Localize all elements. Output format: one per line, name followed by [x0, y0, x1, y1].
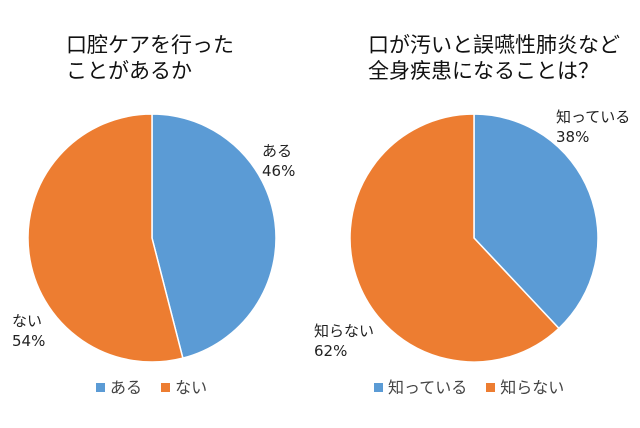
chart-1-slice-2-value-label: 54% [12, 332, 45, 350]
legend-swatch-shiranai [486, 383, 495, 392]
legend-swatch-aru [96, 383, 105, 392]
chart-2-legend: 知っている 知らない [374, 374, 578, 398]
legend-item-shitteiru: 知っている [374, 378, 467, 397]
chart-1-slice-1-value-label: 46% [262, 162, 295, 180]
chart-2-slice-2-category-label: 知らない [314, 322, 374, 340]
legend-swatch-shitteiru [374, 383, 383, 392]
chart-2-slice-2-value-label: 62% [314, 342, 347, 360]
chart-1-legend: ある ない [96, 374, 221, 398]
chart-2-slice-1-category-label: 知っている [556, 108, 630, 126]
legend-label-shitteiru: 知っている [388, 378, 467, 397]
chart-2-slice-1-value-label: 38% [556, 128, 589, 146]
legend-label-aru: ある [110, 378, 142, 397]
chart-1-slice-1-category-label: ある [262, 142, 292, 160]
legend-label-shiranai: 知らない [500, 378, 564, 397]
legend-item-nai: ない [161, 378, 207, 397]
chart-1-slice-2-category-label: ない [12, 312, 42, 330]
legend-swatch-nai [161, 383, 170, 392]
legend-item-aru: ある [96, 378, 142, 397]
legend-label-nai: ない [175, 378, 207, 397]
legend-item-shiranai: 知らない [486, 378, 564, 397]
